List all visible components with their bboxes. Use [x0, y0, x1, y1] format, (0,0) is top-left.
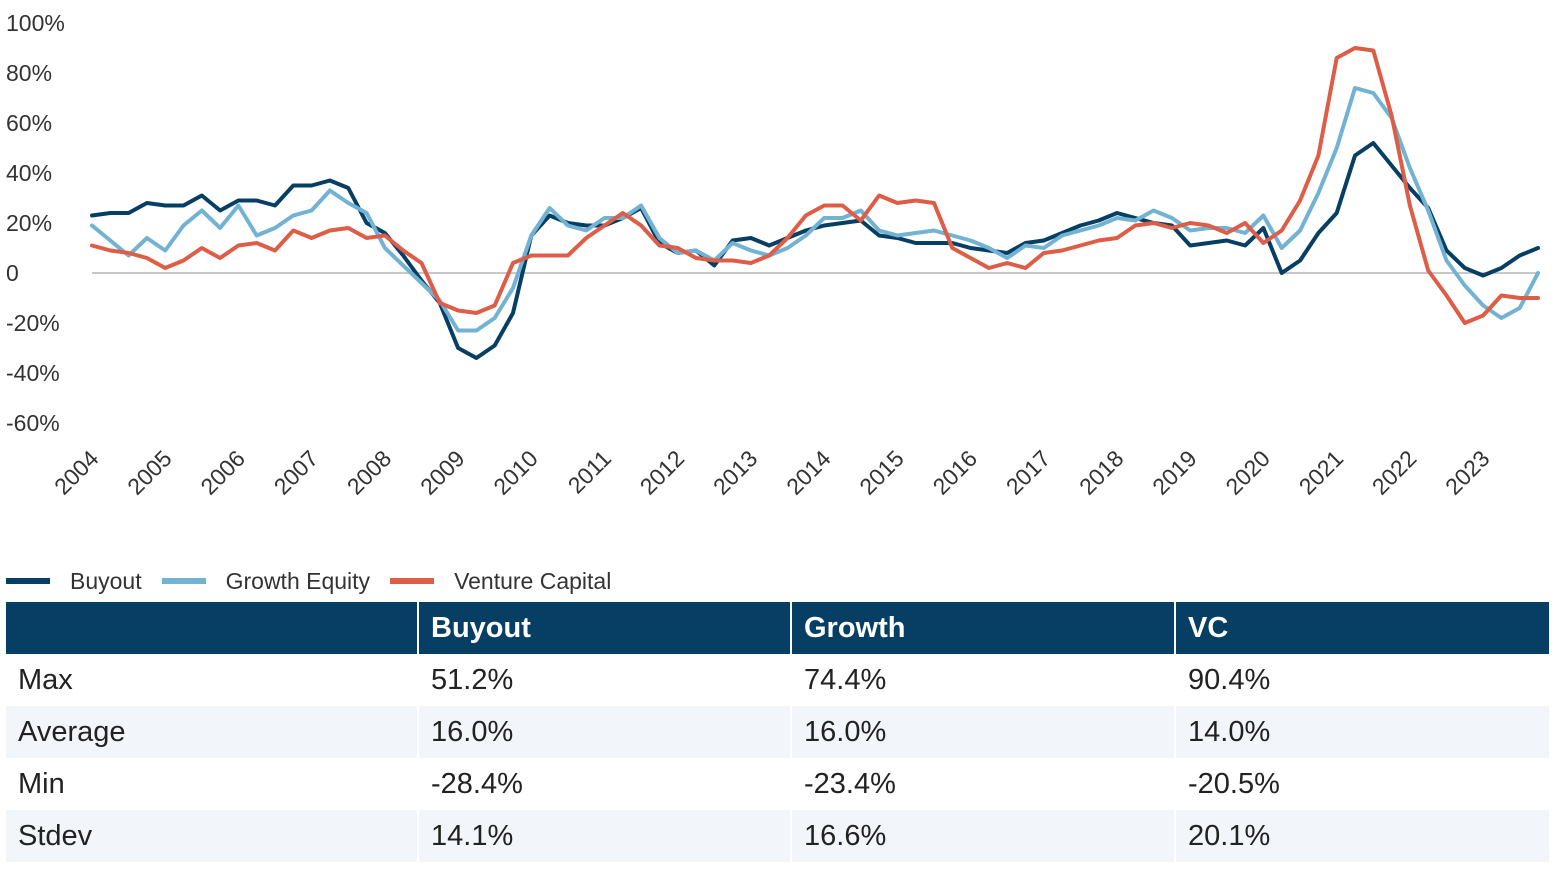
table-header-vc: VC: [1175, 602, 1549, 654]
cell-growth: -23.4%: [791, 758, 1176, 810]
y-tick-label: -40%: [6, 360, 60, 386]
y-tick-label: 60%: [6, 110, 52, 136]
cell-vc: 14.0%: [1175, 706, 1549, 758]
cell-buyout: -28.4%: [418, 758, 792, 810]
legend-swatch-venture-capital: [390, 578, 435, 584]
x-tick-label: 2015: [854, 445, 909, 500]
line-chart: 100%80%60%40%20%0-20%-40%-60% 2004 2005 20…: [6, 10, 1540, 500]
x-tick-label: 2011: [563, 445, 616, 498]
x-tick-label: 2005: [122, 445, 177, 500]
y-axis-ticks: 100% 80% 60% 40% 20% 0 -20% -40% -60%: [6, 10, 65, 436]
table-header-growth: Growth: [791, 602, 1176, 654]
y-tick-label: 40%: [6, 160, 52, 186]
y-tick-label: 20%: [6, 210, 52, 236]
legend-swatch-buyout: [6, 578, 50, 584]
table-header-corner: [6, 602, 419, 654]
x-tick-label: 2019: [1147, 445, 1202, 500]
x-tick-label: 2016: [928, 445, 983, 500]
x-axis-ticks: 2004 2005 2006 2007 2008 2009 2010 2011 2012 2013…: [49, 445, 1495, 500]
x-tick-label: 2007: [269, 445, 324, 500]
legend-swatch-growth-equity: [161, 578, 206, 584]
x-tick-label: 2004: [49, 445, 104, 500]
x-tick-label: 2014: [781, 445, 836, 500]
series-line-buyout: [90, 141, 1540, 360]
cell-buyout: 14.1%: [418, 810, 792, 862]
x-tick-label: 2017: [1001, 445, 1056, 500]
series-line-venture-capital: [90, 46, 1540, 325]
x-tick-label: 2009: [415, 445, 470, 500]
y-tick-label: 0: [6, 260, 19, 286]
series-line-growth-equity: [90, 86, 1540, 333]
legend-label-growth-equity: Growth Equity: [225, 567, 371, 594]
cell-growth: 16.6%: [791, 810, 1176, 862]
cell-growth: 16.0%: [791, 706, 1176, 758]
row-label: Stdev: [6, 810, 419, 862]
x-tick-label: 2012: [635, 445, 690, 500]
cell-buyout: 16.0%: [418, 706, 792, 758]
table-row: Average 16.0% 16.0% 14.0%: [6, 706, 1549, 758]
cell-vc: -20.5%: [1188, 767, 1280, 800]
x-tick-label: 2022: [1367, 445, 1422, 500]
x-tick-label: 2008: [342, 445, 397, 500]
x-tick-label: 2006: [195, 445, 250, 500]
x-tick-label: 2020: [1220, 445, 1275, 500]
row-label: Average: [6, 706, 419, 758]
cell-vc: 90.4%: [1188, 663, 1271, 696]
cell-buyout: 51.2%: [418, 654, 792, 706]
x-tick-label: 2013: [708, 445, 763, 500]
legend-label-buyout: Buyout: [70, 567, 142, 594]
legend-label-venture-capital: Venture Capital: [454, 567, 612, 594]
table-row: Max 51.2% 74.4% 90.4%: [6, 654, 1549, 706]
x-tick-label: 2010: [488, 445, 543, 500]
y-tick-label: -60%: [6, 410, 60, 436]
legend-item-venture-capital: Venture Capital: [390, 568, 611, 595]
series-lines: [90, 46, 1540, 360]
table-header-buyout: Buyout: [418, 602, 792, 654]
y-tick-label: 100%: [6, 10, 65, 36]
x-tick-label: 2018: [1074, 445, 1129, 500]
legend-item-buyout: Buyout: [6, 568, 142, 595]
x-tick-label: 2021: [1294, 445, 1349, 500]
y-tick-label: -20%: [6, 310, 60, 336]
table-header-row: Buyout Growth VC: [6, 602, 1549, 654]
cell-growth: 74.4%: [791, 654, 1176, 706]
table-row: Stdev 14.1% 16.6% 20.1%: [6, 810, 1549, 862]
table-row: Min -28.4% -23.4% -20.5%: [6, 758, 1549, 810]
legend: Buyout Growth Equity Venture Capital: [6, 563, 631, 599]
row-label: Max: [6, 654, 419, 706]
x-tick-label: 2023: [1440, 445, 1495, 500]
cell-vc: 20.1%: [1175, 810, 1549, 862]
row-label: Min: [6, 758, 419, 810]
legend-item-growth-equity: Growth Equity: [161, 567, 371, 595]
y-tick-label: 80%: [6, 60, 52, 86]
stats-table: Buyout Growth VC Max 51.2% 74.4% 90.4% A…: [6, 602, 1549, 862]
